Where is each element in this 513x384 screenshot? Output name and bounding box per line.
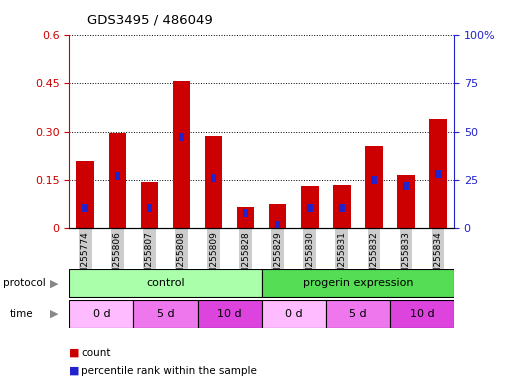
Bar	[109, 133, 126, 228]
Bar	[397, 175, 415, 228]
FancyBboxPatch shape	[133, 300, 198, 328]
Bar	[301, 187, 319, 228]
Bar	[275, 220, 281, 228]
Bar	[211, 174, 216, 182]
Bar	[429, 119, 447, 228]
Bar	[339, 204, 345, 212]
FancyBboxPatch shape	[69, 270, 262, 297]
Bar	[147, 204, 152, 212]
Text: ■: ■	[69, 348, 80, 358]
Text: 10 d: 10 d	[217, 309, 242, 319]
FancyBboxPatch shape	[262, 300, 326, 328]
Text: count: count	[81, 348, 111, 358]
Bar	[76, 161, 94, 228]
Bar	[269, 204, 286, 228]
Bar	[237, 207, 254, 228]
Text: percentile rank within the sample: percentile rank within the sample	[81, 366, 257, 376]
Bar	[371, 176, 377, 184]
Text: 0 d: 0 d	[92, 309, 110, 319]
Bar	[403, 182, 409, 190]
Bar	[365, 146, 383, 228]
Text: time: time	[9, 309, 33, 319]
Text: 5 d: 5 d	[349, 309, 367, 319]
Bar	[435, 170, 441, 178]
Text: protocol: protocol	[3, 278, 45, 288]
Bar	[114, 172, 120, 180]
Text: 10 d: 10 d	[409, 309, 435, 319]
FancyBboxPatch shape	[326, 300, 390, 328]
Bar	[205, 136, 222, 228]
Text: ▶: ▶	[50, 278, 59, 288]
Text: progerin expression: progerin expression	[303, 278, 413, 288]
Text: ▶: ▶	[50, 309, 59, 319]
Text: GDS3495 / 486049: GDS3495 / 486049	[87, 13, 213, 26]
Bar	[333, 185, 350, 228]
Bar	[141, 182, 158, 228]
Bar	[307, 204, 312, 212]
Bar	[179, 133, 184, 141]
Bar	[243, 209, 248, 217]
Text: 0 d: 0 d	[285, 309, 303, 319]
Bar	[173, 81, 190, 228]
FancyBboxPatch shape	[198, 300, 262, 328]
Text: ■: ■	[69, 366, 80, 376]
Bar	[83, 204, 88, 212]
Text: control: control	[146, 278, 185, 288]
FancyBboxPatch shape	[262, 270, 454, 297]
Text: 5 d: 5 d	[156, 309, 174, 319]
FancyBboxPatch shape	[390, 300, 454, 328]
FancyBboxPatch shape	[69, 300, 133, 328]
